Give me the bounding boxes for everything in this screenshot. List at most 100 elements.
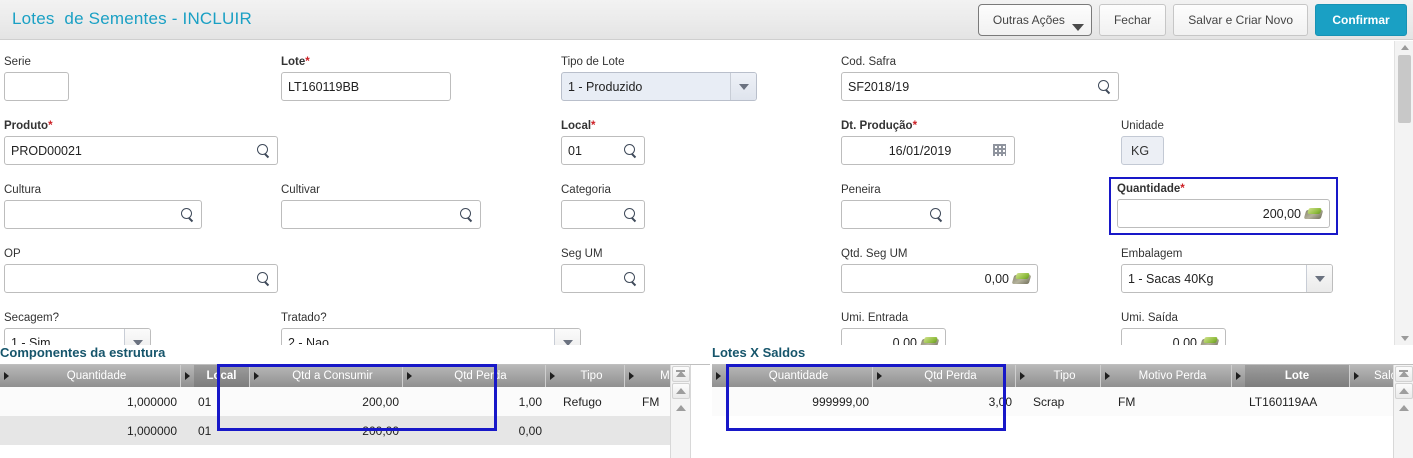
search-icon[interactable] <box>623 271 638 286</box>
scroll-up-icon[interactable] <box>1401 45 1409 50</box>
seg-um-input[interactable] <box>561 264 645 293</box>
column-menu-icon[interactable] <box>1350 365 1363 387</box>
money-icon[interactable] <box>921 336 939 346</box>
cell-tipo[interactable]: Refugo <box>563 394 602 409</box>
money-icon[interactable] <box>1305 207 1323 221</box>
tipo-de-lote-select[interactable]: 1 - Produzido <box>561 72 757 101</box>
column-header-motivo-perda[interactable]: Motivo Perda <box>1114 365 1232 387</box>
column-menu-icon[interactable] <box>1101 365 1114 387</box>
dt-producao-input[interactable]: 16/01/2019 <box>841 136 1015 165</box>
cell-lote[interactable]: LT160119AA <box>1249 394 1318 409</box>
local-input[interactable]: 01 <box>561 136 645 165</box>
page-first-button[interactable] <box>671 366 690 382</box>
column-menu-icon[interactable] <box>546 365 559 387</box>
column-menu-icon[interactable] <box>625 365 638 387</box>
grid-right-pager[interactable] <box>1393 365 1413 458</box>
secagem-value: 1 - Sim <box>11 335 51 346</box>
column-menu-icon[interactable] <box>873 365 886 387</box>
search-icon[interactable] <box>623 207 638 222</box>
categoria-input[interactable] <box>561 200 645 229</box>
search-icon[interactable] <box>256 143 271 158</box>
outras-acoes-button[interactable]: Outras Ações <box>977 4 1092 36</box>
money-icon[interactable] <box>1013 272 1031 286</box>
scroll-down-icon[interactable] <box>1401 336 1409 341</box>
form-vertical-scrollbar[interactable] <box>1394 41 1413 345</box>
money-icon[interactable] <box>1201 336 1219 346</box>
chevron-down-icon[interactable] <box>1071 24 1084 31</box>
umi-saida-value: 0,00 <box>1172 335 1197 346</box>
secagem-select[interactable]: 1 - Sim <box>4 328 151 345</box>
column-header-tipo[interactable]: Tipo <box>1029 365 1101 387</box>
cell-tipo[interactable]: Scrap <box>1033 394 1065 409</box>
column-menu-icon[interactable] <box>1016 365 1029 387</box>
column-header-qtd-perda[interactable]: Qtd Perda <box>886 365 1016 387</box>
lote-input[interactable]: LT160119BB <box>281 72 451 101</box>
salvar-criar-novo-button[interactable]: Salvar e Criar Novo <box>1173 4 1308 36</box>
cod-safra-input[interactable]: SF2018/19 <box>841 72 1119 101</box>
confirmar-button[interactable]: Confirmar <box>1315 4 1407 36</box>
peneira-input[interactable] <box>841 200 951 229</box>
cell-local[interactable]: 01 <box>198 423 212 438</box>
search-icon[interactable] <box>1097 79 1112 94</box>
cell-qtd_perda[interactable]: 0,00 <box>518 423 542 438</box>
umi-entrada-input[interactable]: 0,00 <box>841 328 946 345</box>
cell-qtd_perda[interactable]: 3,00 <box>988 394 1012 409</box>
cell-motivo_perda[interactable]: FM <box>642 394 660 409</box>
column-menu-icon[interactable] <box>712 365 725 387</box>
op-input[interactable] <box>4 264 278 293</box>
column-menu-icon[interactable] <box>250 365 263 387</box>
grid-left-pager[interactable] <box>670 365 690 458</box>
search-icon[interactable] <box>623 143 638 158</box>
chevron-down-icon[interactable] <box>554 329 580 345</box>
column-menu-icon[interactable] <box>0 365 13 387</box>
search-icon[interactable] <box>929 207 944 222</box>
cell-qtd_consumir[interactable]: 200,00 <box>362 423 399 438</box>
umi-saida-input[interactable]: 0,00 <box>1121 328 1226 345</box>
scrollbar-thumb[interactable] <box>1398 55 1411 123</box>
table-row[interactable]: 1,000000 01 200,00 0,00 <box>0 416 710 445</box>
cell-qtd_perda[interactable]: 1,00 <box>518 394 542 409</box>
qtd-seg-um-input[interactable]: 0,00 <box>841 264 1038 293</box>
column-header-qtd-perda[interactable]: Qtd Perda <box>416 365 546 387</box>
page-prev-button[interactable] <box>671 383 690 399</box>
page-up-button[interactable] <box>672 400 690 416</box>
cultura-input[interactable] <box>4 200 202 229</box>
column-header-lote[interactable]: Lote <box>1245 365 1350 387</box>
quantidade-input[interactable]: 200,00 <box>1117 199 1330 228</box>
page-up-button[interactable] <box>1395 400 1413 416</box>
search-icon[interactable] <box>459 207 474 222</box>
page-first-button[interactable] <box>1394 366 1413 382</box>
fechar-button[interactable]: Fechar <box>1098 4 1167 36</box>
chevron-down-icon[interactable] <box>124 329 150 345</box>
quantidade-value: 200,00 <box>1262 206 1301 221</box>
cell-motivo_perda[interactable]: FM <box>1118 394 1136 409</box>
cell-quantidade[interactable]: 1,000000 <box>126 394 177 409</box>
column-header-qtd-a-consumir[interactable]: Qtd a Consumir <box>263 365 403 387</box>
cell-tipo[interactable] <box>559 416 625 445</box>
produto-input[interactable]: PROD00021 <box>4 136 278 165</box>
cell-quantidade[interactable]: 999999,00 <box>812 394 869 409</box>
column-menu-icon[interactable] <box>403 365 416 387</box>
cell-qtd_consumir[interactable]: 200,00 <box>362 394 399 409</box>
search-icon[interactable] <box>256 271 271 286</box>
column-header-quantidade[interactable]: Quantidade <box>13 365 181 387</box>
chevron-down-icon[interactable] <box>1306 265 1332 292</box>
cell-local[interactable]: 01 <box>198 394 212 409</box>
tratado-select[interactable]: 2 - Nao <box>281 328 581 345</box>
column-menu-icon[interactable] <box>181 365 194 387</box>
table-row[interactable]: 999999,003,00ScrapFMLT160119AA9999 <box>712 387 1413 416</box>
page-title: Lotes de Sementes - INCLUIR <box>12 9 252 28</box>
calendar-icon[interactable] <box>992 143 1008 158</box>
cell-quantidade[interactable]: 1,000000 <box>126 423 177 438</box>
column-header-local[interactable]: Local <box>194 365 250 387</box>
search-icon[interactable] <box>180 207 195 222</box>
column-header-quantidade[interactable]: Quantidade <box>725 365 873 387</box>
embalagem-select[interactable]: 1 - Sacas 40Kg <box>1121 264 1333 293</box>
serie-input[interactable] <box>4 72 69 101</box>
page-prev-button[interactable] <box>1394 383 1413 399</box>
column-menu-icon[interactable] <box>1232 365 1245 387</box>
table-row[interactable]: 1,000000 01 200,00 1,00 Refugo FM <box>0 387 710 416</box>
cultivar-input[interactable] <box>281 200 481 229</box>
column-header-tipo[interactable]: Tipo <box>559 365 625 387</box>
chevron-down-icon[interactable] <box>730 73 756 100</box>
